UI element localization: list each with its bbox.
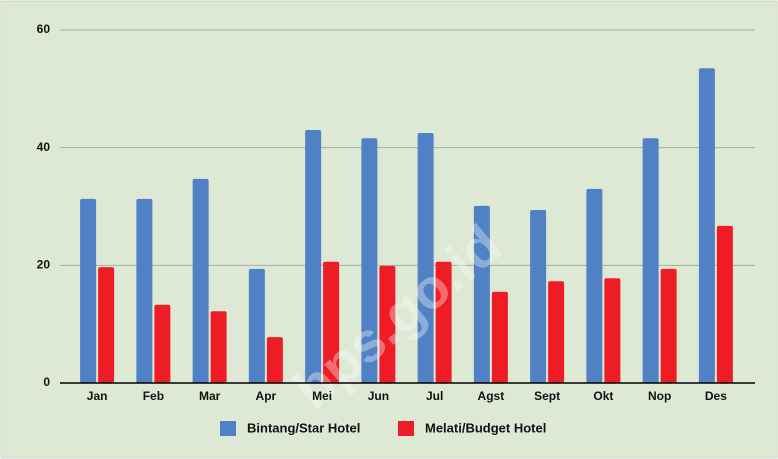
bar <box>698 68 715 383</box>
bar <box>473 205 490 383</box>
bar <box>642 138 659 383</box>
bar <box>435 261 452 383</box>
bar <box>660 268 677 383</box>
x-tick-label: Sept <box>534 389 560 403</box>
bar <box>361 138 378 383</box>
y-tick-label: 0 <box>43 375 50 389</box>
x-tick-label: Jan <box>87 389 108 403</box>
bar <box>586 188 603 383</box>
x-tick-label: Okt <box>593 389 613 403</box>
x-tick-label: Mar <box>199 389 221 403</box>
x-tick-label: Apr <box>256 389 277 403</box>
bar <box>491 291 508 383</box>
x-tick-label: Jun <box>368 389 389 403</box>
bar <box>266 337 283 383</box>
bar <box>716 225 733 383</box>
legend-label: Melati/Budget Hotel <box>425 420 546 435</box>
legend-label: Bintang/Star Hotel <box>247 420 360 435</box>
y-tick-label: 60 <box>37 22 51 36</box>
legend-swatch <box>398 421 414 436</box>
bar <box>604 278 621 383</box>
x-tick-label: Agst <box>478 389 505 403</box>
bar <box>379 265 396 383</box>
x-tick-label: Feb <box>143 389 164 403</box>
bar <box>530 210 547 383</box>
legend-swatch <box>220 421 236 436</box>
x-tick-label: Nop <box>648 389 671 403</box>
y-tick-label: 40 <box>37 140 51 154</box>
bar <box>305 130 322 383</box>
bar <box>248 268 265 383</box>
bar <box>136 198 153 383</box>
x-tick-label: Jul <box>426 389 443 403</box>
x-tick-label: Des <box>705 389 727 403</box>
bar <box>417 132 434 383</box>
bar <box>323 261 340 383</box>
bar <box>210 311 227 383</box>
y-tick-label: 20 <box>37 258 51 272</box>
bar <box>98 267 115 383</box>
bar <box>80 198 97 383</box>
bar <box>154 304 171 383</box>
x-tick-label: Mei <box>312 389 332 403</box>
bar <box>548 281 565 383</box>
bar <box>192 178 209 383</box>
